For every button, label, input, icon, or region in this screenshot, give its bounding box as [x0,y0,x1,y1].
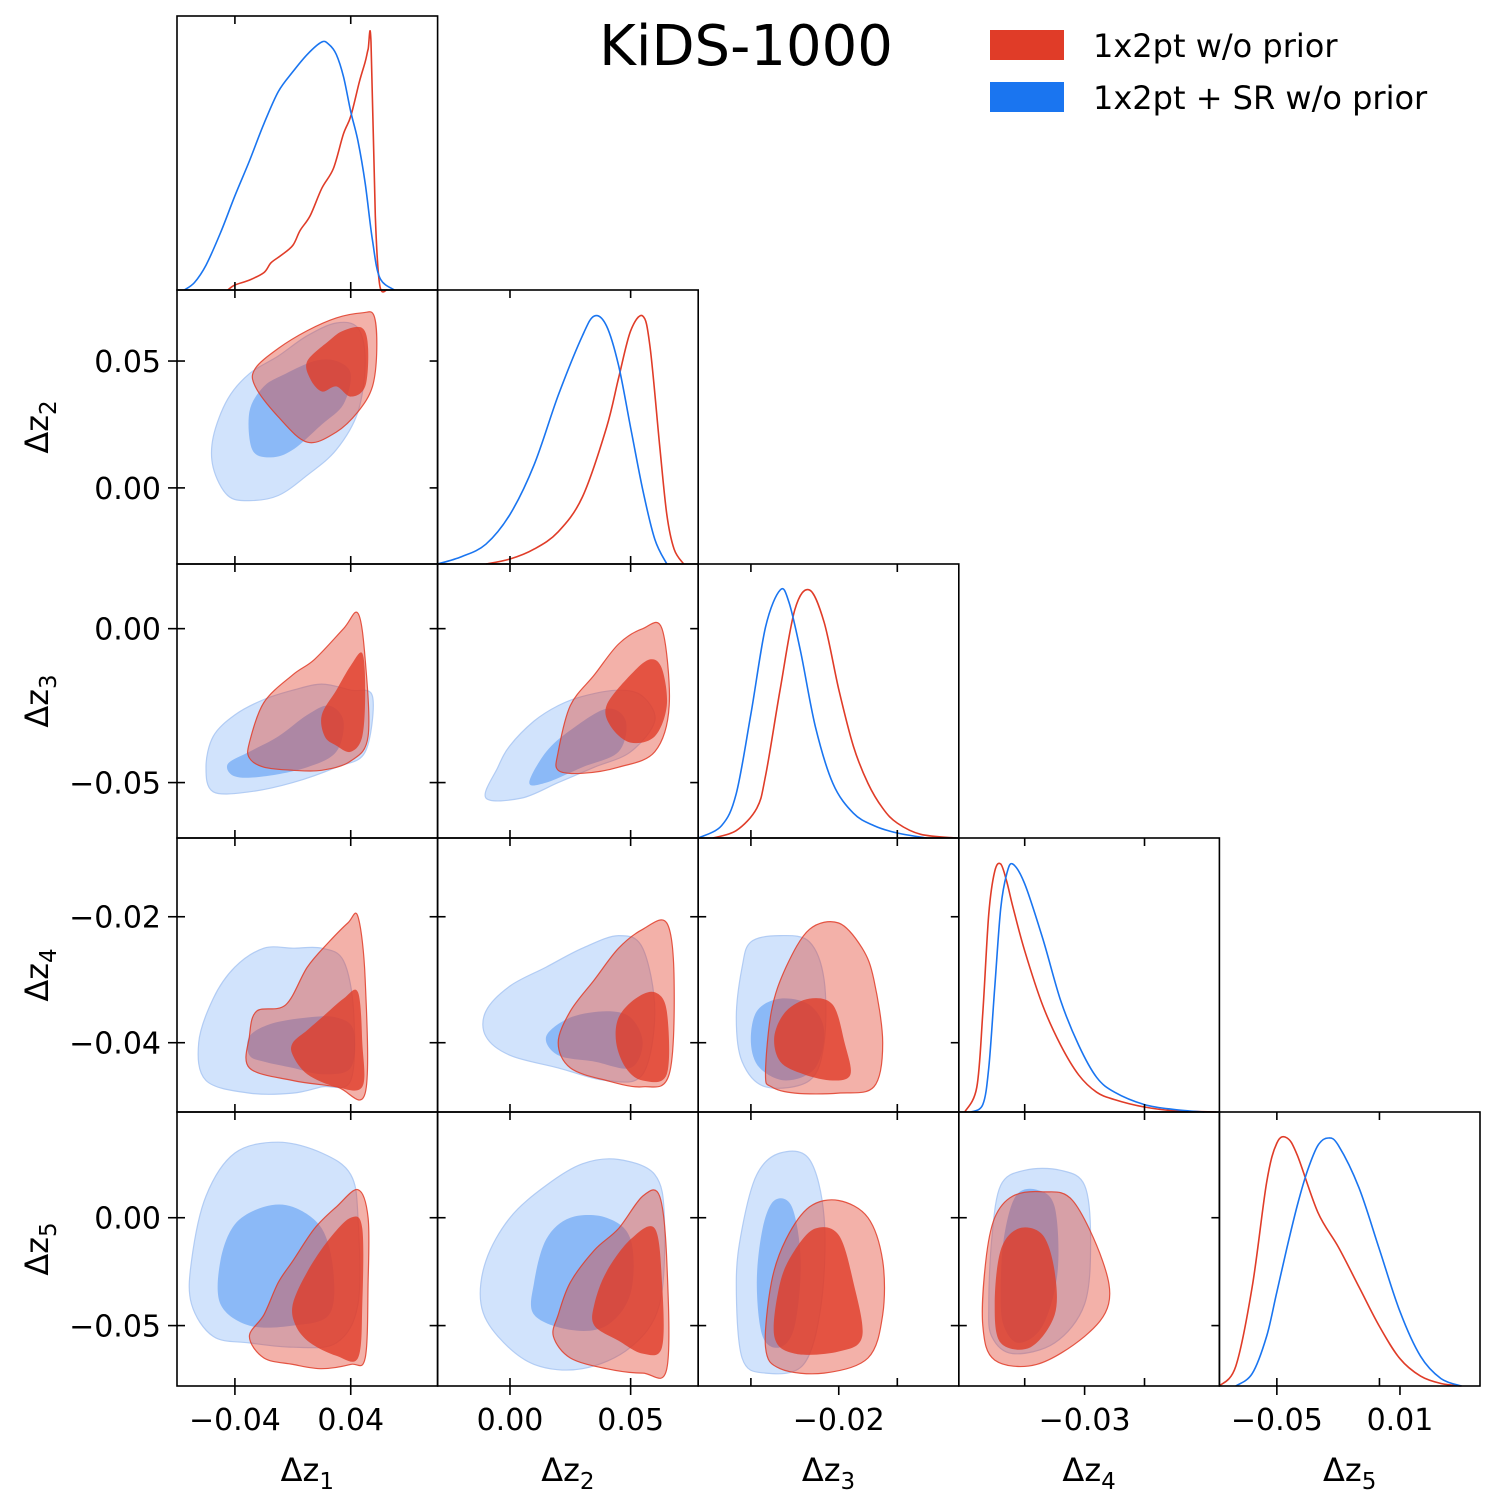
x-axis-label-4: Δz4 [1062,1451,1115,1495]
chart-title: KiDS-1000 [599,14,893,79]
y-tick-label: −0.04 [69,1027,161,1062]
panels: 0.000.05Δz2−0.050.00Δz3−0.04−0.02Δz4−0.0… [18,15,1481,1495]
x-tick-label: −0.02 [793,1403,885,1438]
contour-red-inner [605,659,668,744]
marginal-curve-blue-4 [970,862,1205,1113]
contour-panel-1-5 [188,1141,370,1370]
marginal-curve-red-1 [227,30,388,293]
marginal-curve-blue-1 [183,40,395,291]
x-axis-label-5: Δz5 [1323,1451,1376,1495]
legend-swatch-blue [990,82,1064,112]
contour-blue-inner [226,705,344,778]
marginal-curve-blue-5 [1235,1137,1462,1387]
y-tick-label: −0.05 [69,767,161,802]
x-tick-label: 0.05 [597,1403,664,1438]
contour-blue-inner [529,708,627,786]
contour-panel-3-5 [735,1150,886,1375]
y-tick-label: 0.05 [94,345,161,380]
y-tick-label: 0.00 [94,1202,161,1237]
marginal-curve-red-2 [485,314,685,565]
marginal-curve-blue-3 [697,587,927,839]
x-axis-label-2: Δz2 [541,1451,594,1495]
contour-red-inner [773,1227,863,1355]
contour-panel-4-5 [981,1167,1111,1368]
panel-frame-1-1 [176,15,439,291]
contour-red-inner [774,998,851,1081]
x-tick-label: −0.05 [1231,1403,1323,1438]
contour-red-inner [592,1226,664,1356]
contour-red-inner [291,989,365,1091]
panel-frame-5-5 [1218,1111,1481,1387]
contour-panel-1-4 [197,912,369,1101]
y-axis-label-4: Δz4 [18,948,62,1001]
contour-panel-1-2 [210,311,378,502]
marginal-curve-blue-2 [437,314,668,565]
contour-panel-2-3 [484,621,671,802]
x-axis-label-1: Δz1 [281,1451,334,1495]
y-tick-label: −0.05 [69,1310,161,1345]
x-tick-label: −0.03 [1039,1403,1131,1438]
y-tick-label: 0.00 [94,472,161,507]
y-tick-label: 0.00 [94,613,161,648]
marginal-curve-red-4 [964,862,1217,1113]
contour-red-inner [306,326,369,397]
x-axis-label-3: Δz3 [802,1451,855,1495]
contour-panel-2-5 [479,1158,670,1379]
contour-red-inner [994,1227,1057,1350]
panel-frame-2-2 [436,289,700,565]
legend-swatch-red [990,30,1064,60]
y-axis-label-2: Δz2 [18,400,62,453]
contour-red-inner [292,1216,364,1362]
contour-red-inner [321,652,366,753]
contour-panel-3-4 [735,921,884,1095]
panel-frame-4-4 [957,837,1221,1113]
legend: 1x2pt w/o prior 1x2pt + SR w/o prior [990,27,1428,117]
marginal-curve-red-3 [712,588,956,839]
contour-panel-1-3 [205,611,374,795]
panel-frame-3-3 [697,563,960,839]
x-tick-label: 0.00 [477,1403,544,1438]
legend-label-blue: 1x2pt + SR w/o prior [1093,79,1428,117]
y-tick-label: −0.02 [69,901,161,936]
x-tick-label: −0.04 [189,1403,281,1438]
contour-red-inner [615,991,670,1083]
y-axis-label-3: Δz3 [18,674,62,727]
x-tick-label: 0.01 [1367,1403,1434,1438]
marginal-curve-red-5 [1218,1135,1462,1387]
contour-panel-2-4 [482,919,675,1088]
legend-label-red: 1x2pt w/o prior [1093,27,1338,65]
y-axis-label-5: Δz5 [18,1222,62,1275]
x-tick-label: 0.04 [317,1403,384,1438]
